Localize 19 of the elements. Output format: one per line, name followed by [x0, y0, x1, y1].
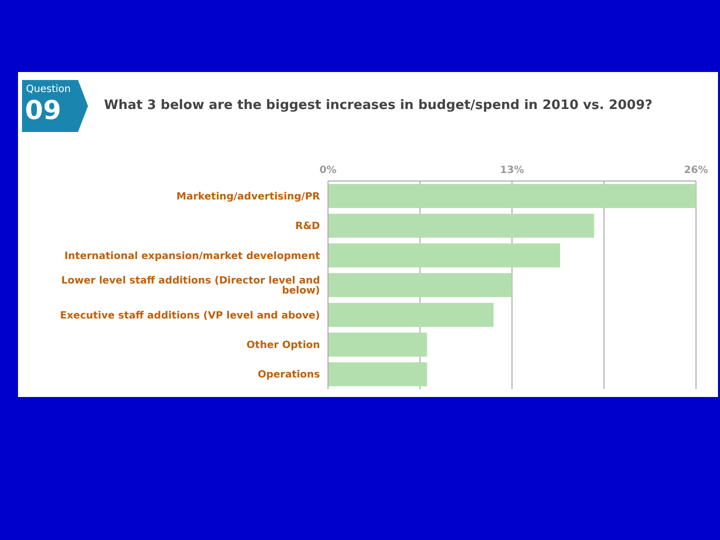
bar: [328, 332, 428, 357]
y-tick-label: Marketing/advertising/PR: [176, 191, 320, 202]
y-tick-label: Other Option: [246, 340, 320, 351]
question-badge: Question 09: [22, 80, 88, 132]
bar: [328, 243, 560, 268]
x-tick-label: 0%: [320, 165, 336, 176]
x-tick-label: 26%: [684, 165, 708, 176]
bar: [328, 302, 494, 327]
y-tick-label: Operations: [258, 370, 320, 381]
bar: [328, 214, 594, 238]
y-tick-label: R&D: [295, 221, 320, 232]
y-tick-label: International expansion/market development: [64, 250, 320, 262]
y-tick-label: Executive staff additions (VP level and above): [60, 310, 320, 322]
x-tick-label: 13%: [500, 165, 524, 176]
y-tick-label: Lower level staff additions (Director level and below): [61, 276, 320, 297]
bar: [328, 273, 512, 298]
chart-title: What 3 below are the biggest increases in budget/spend in 2010 vs. 2009?: [104, 98, 652, 113]
bar: [328, 362, 428, 386]
bar: [328, 184, 696, 208]
